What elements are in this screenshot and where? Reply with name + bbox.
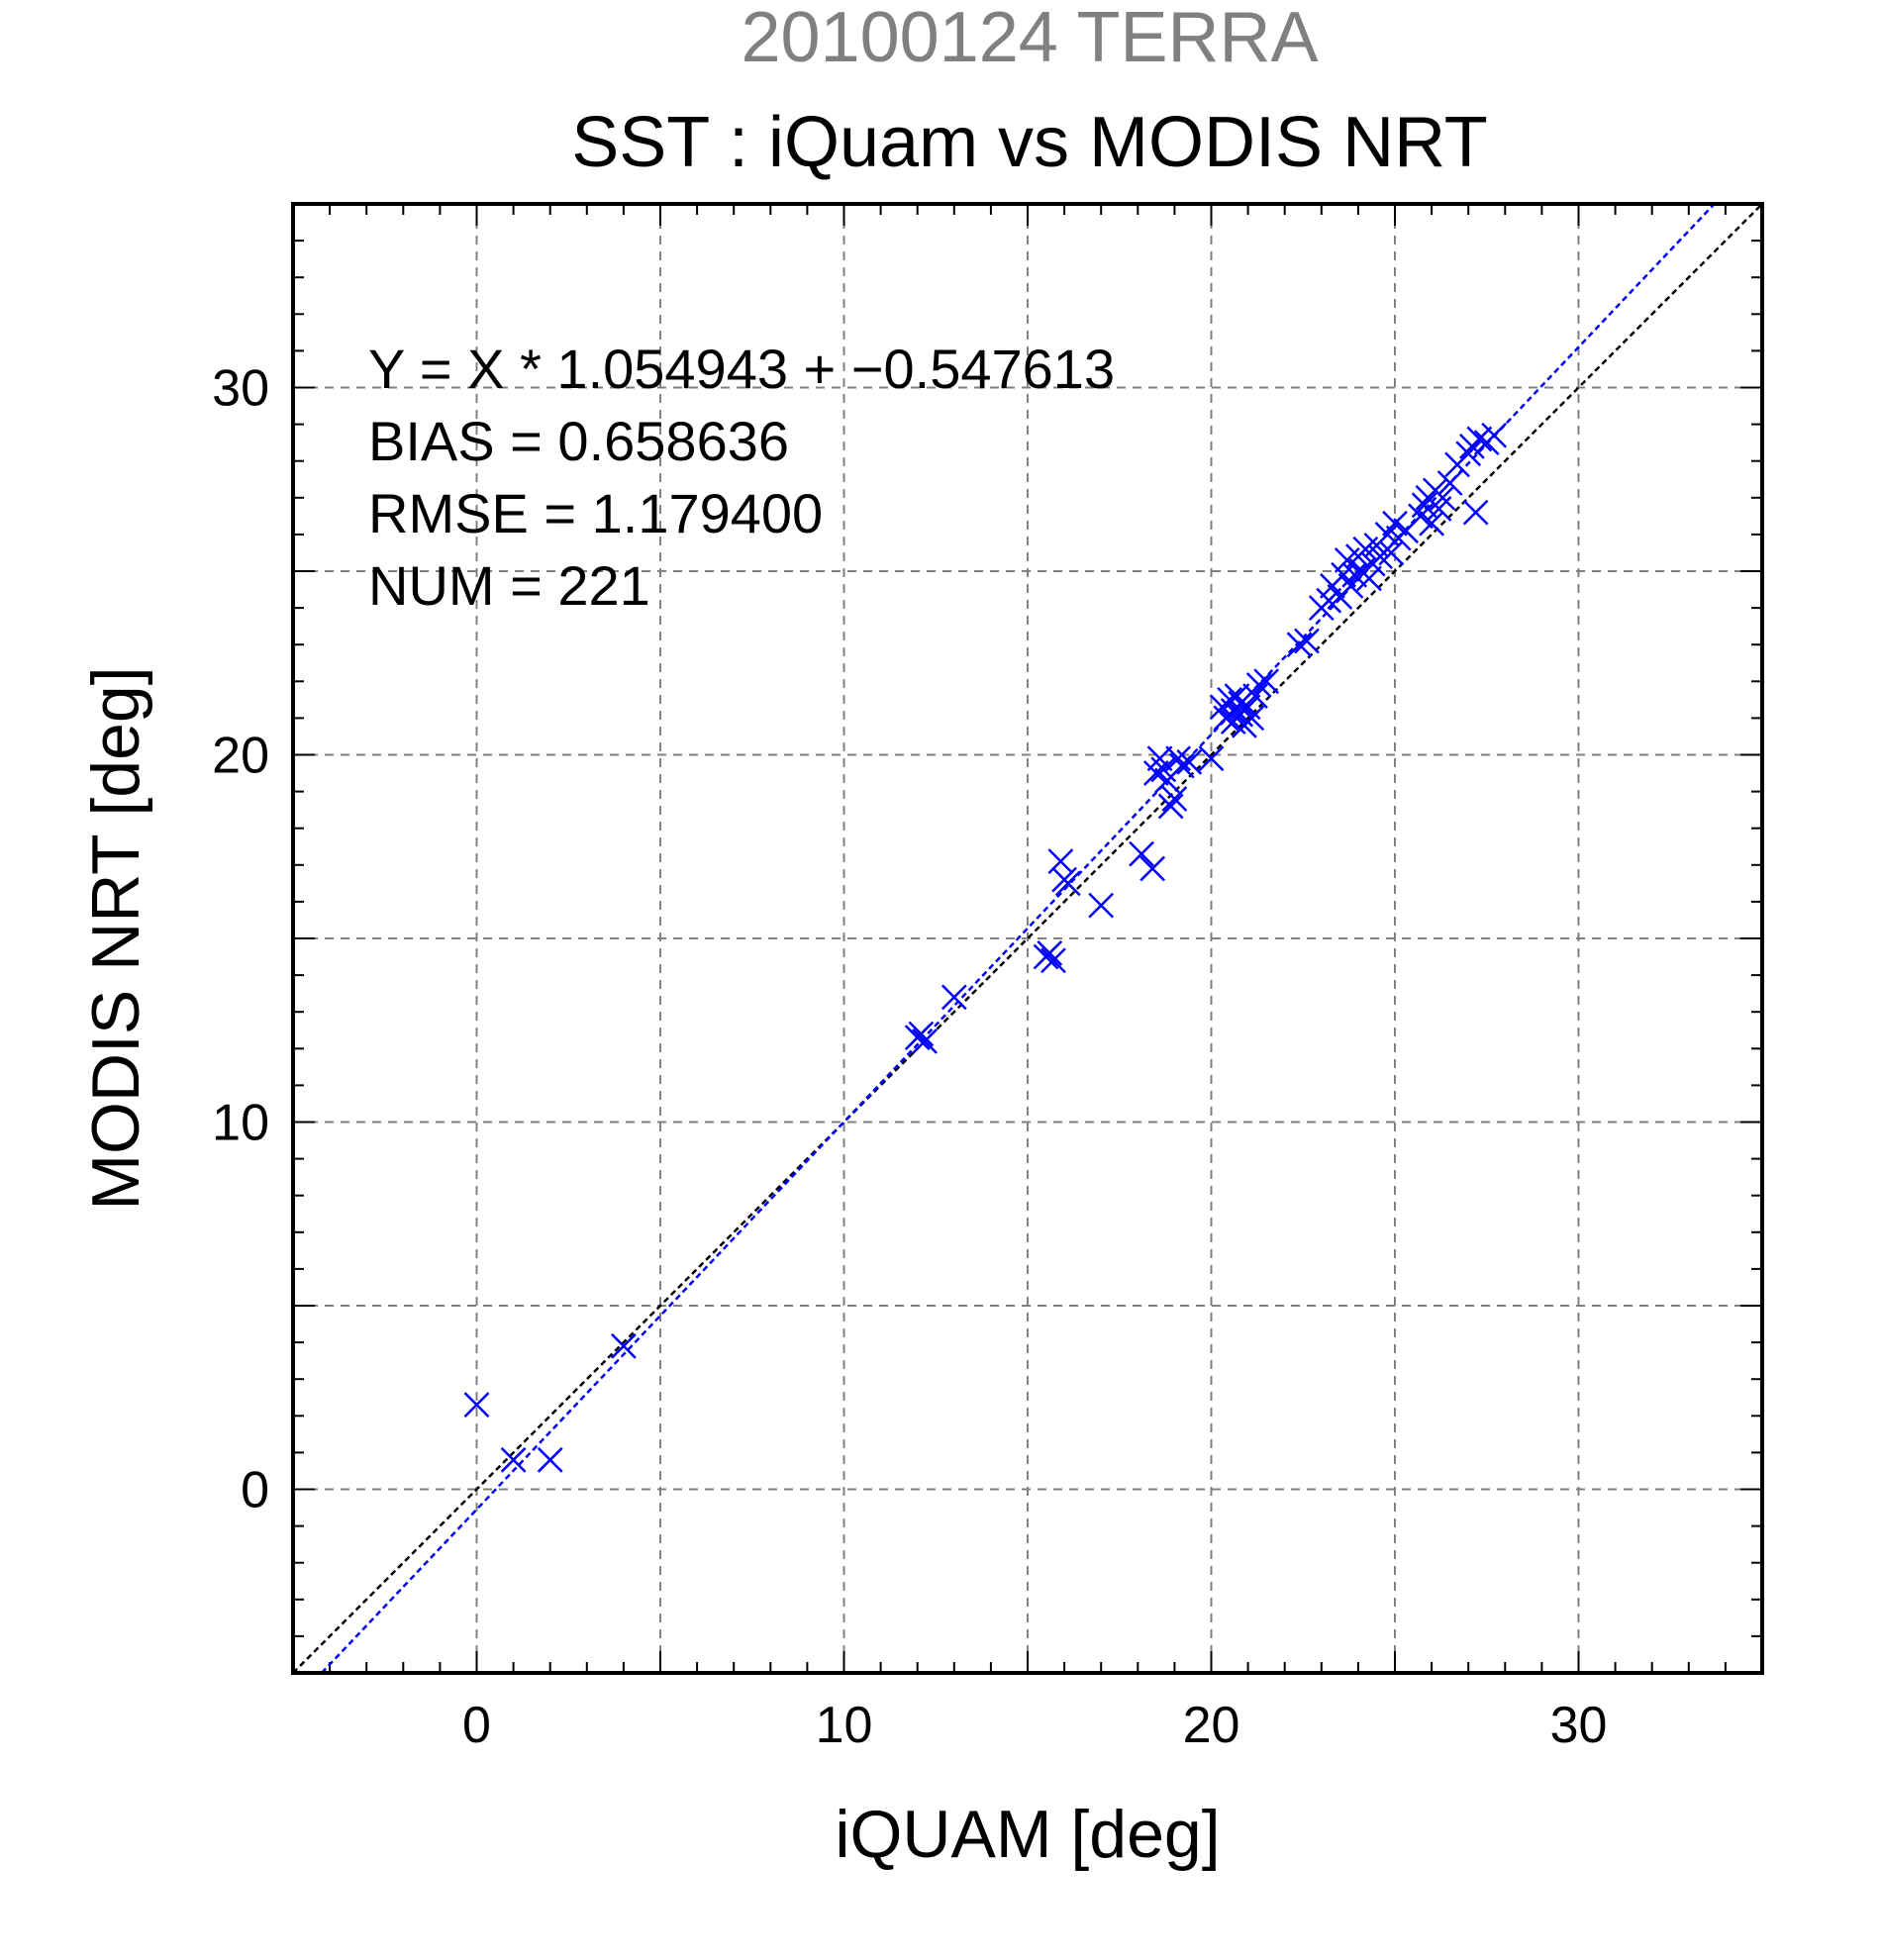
data-point <box>1168 752 1195 779</box>
data-point <box>1157 793 1184 820</box>
plot-frame <box>291 202 1764 1675</box>
data-point <box>1455 441 1482 467</box>
data-point <box>537 1446 563 1473</box>
y-tick-labels: 0 10 20 30 <box>212 360 269 1519</box>
data-point <box>1088 892 1115 919</box>
data-point <box>940 984 967 1011</box>
data-point <box>1245 672 1272 698</box>
data-point <box>1411 492 1437 519</box>
data-point <box>1037 939 1063 966</box>
data-point <box>1054 870 1081 897</box>
data-point <box>1436 470 1463 496</box>
x-tick-label: 20 <box>1183 1697 1240 1754</box>
data-point <box>1253 668 1280 695</box>
x-tick-labels: 0 10 20 30 <box>462 1697 1607 1754</box>
grid-lines <box>293 204 1762 1673</box>
stats-line: Y = X * 1.054943 + −0.547613 <box>368 338 1115 400</box>
data-point <box>1430 484 1456 511</box>
data-point <box>500 1446 527 1473</box>
chart-title: SST : iQuam vs MODIS NRT <box>571 103 1488 182</box>
data-point <box>1466 426 1493 452</box>
data-point <box>1238 705 1265 732</box>
chart-suptitle: 20100124 TERRA <box>741 0 1318 77</box>
stats-box: Y = X * 1.054943 + −0.547613 BIAS = 0.658… <box>368 338 1115 617</box>
y-tick-label: 20 <box>212 728 269 785</box>
data-point <box>1481 422 1508 448</box>
data-points <box>463 422 1508 1473</box>
data-point <box>463 1392 490 1419</box>
data-point <box>1176 749 1203 775</box>
x-tick-label: 10 <box>816 1697 873 1754</box>
data-point <box>1161 786 1188 812</box>
x-tick-label: 30 <box>1550 1697 1608 1754</box>
y-tick-label: 10 <box>212 1095 269 1152</box>
data-point <box>1129 840 1154 867</box>
data-point <box>1419 510 1444 537</box>
y-axis-label: MODIS NRT [deg] <box>78 666 153 1210</box>
data-point <box>611 1332 637 1359</box>
x-axis-label: iQUAM [deg] <box>835 1797 1220 1872</box>
stats-line: RMSE = 1.179400 <box>368 482 823 544</box>
data-point <box>1286 632 1313 658</box>
data-point <box>1142 760 1169 786</box>
y-tick-label: 0 <box>241 1462 269 1519</box>
stats-line: BIAS = 0.658636 <box>368 410 789 472</box>
y-tick-label: 30 <box>212 360 269 418</box>
data-point <box>1040 947 1066 974</box>
stats-line: NUM = 221 <box>368 554 650 617</box>
data-point <box>1382 510 1408 537</box>
data-point <box>1462 499 1489 526</box>
data-point <box>1378 539 1405 566</box>
data-point <box>912 1028 939 1054</box>
data-point <box>908 1021 935 1047</box>
x-tick-label: 0 <box>462 1697 491 1754</box>
data-point <box>1294 628 1320 654</box>
data-point <box>1198 745 1225 772</box>
data-point <box>1047 848 1074 874</box>
data-point <box>1139 855 1166 882</box>
data-point <box>1356 565 1382 592</box>
